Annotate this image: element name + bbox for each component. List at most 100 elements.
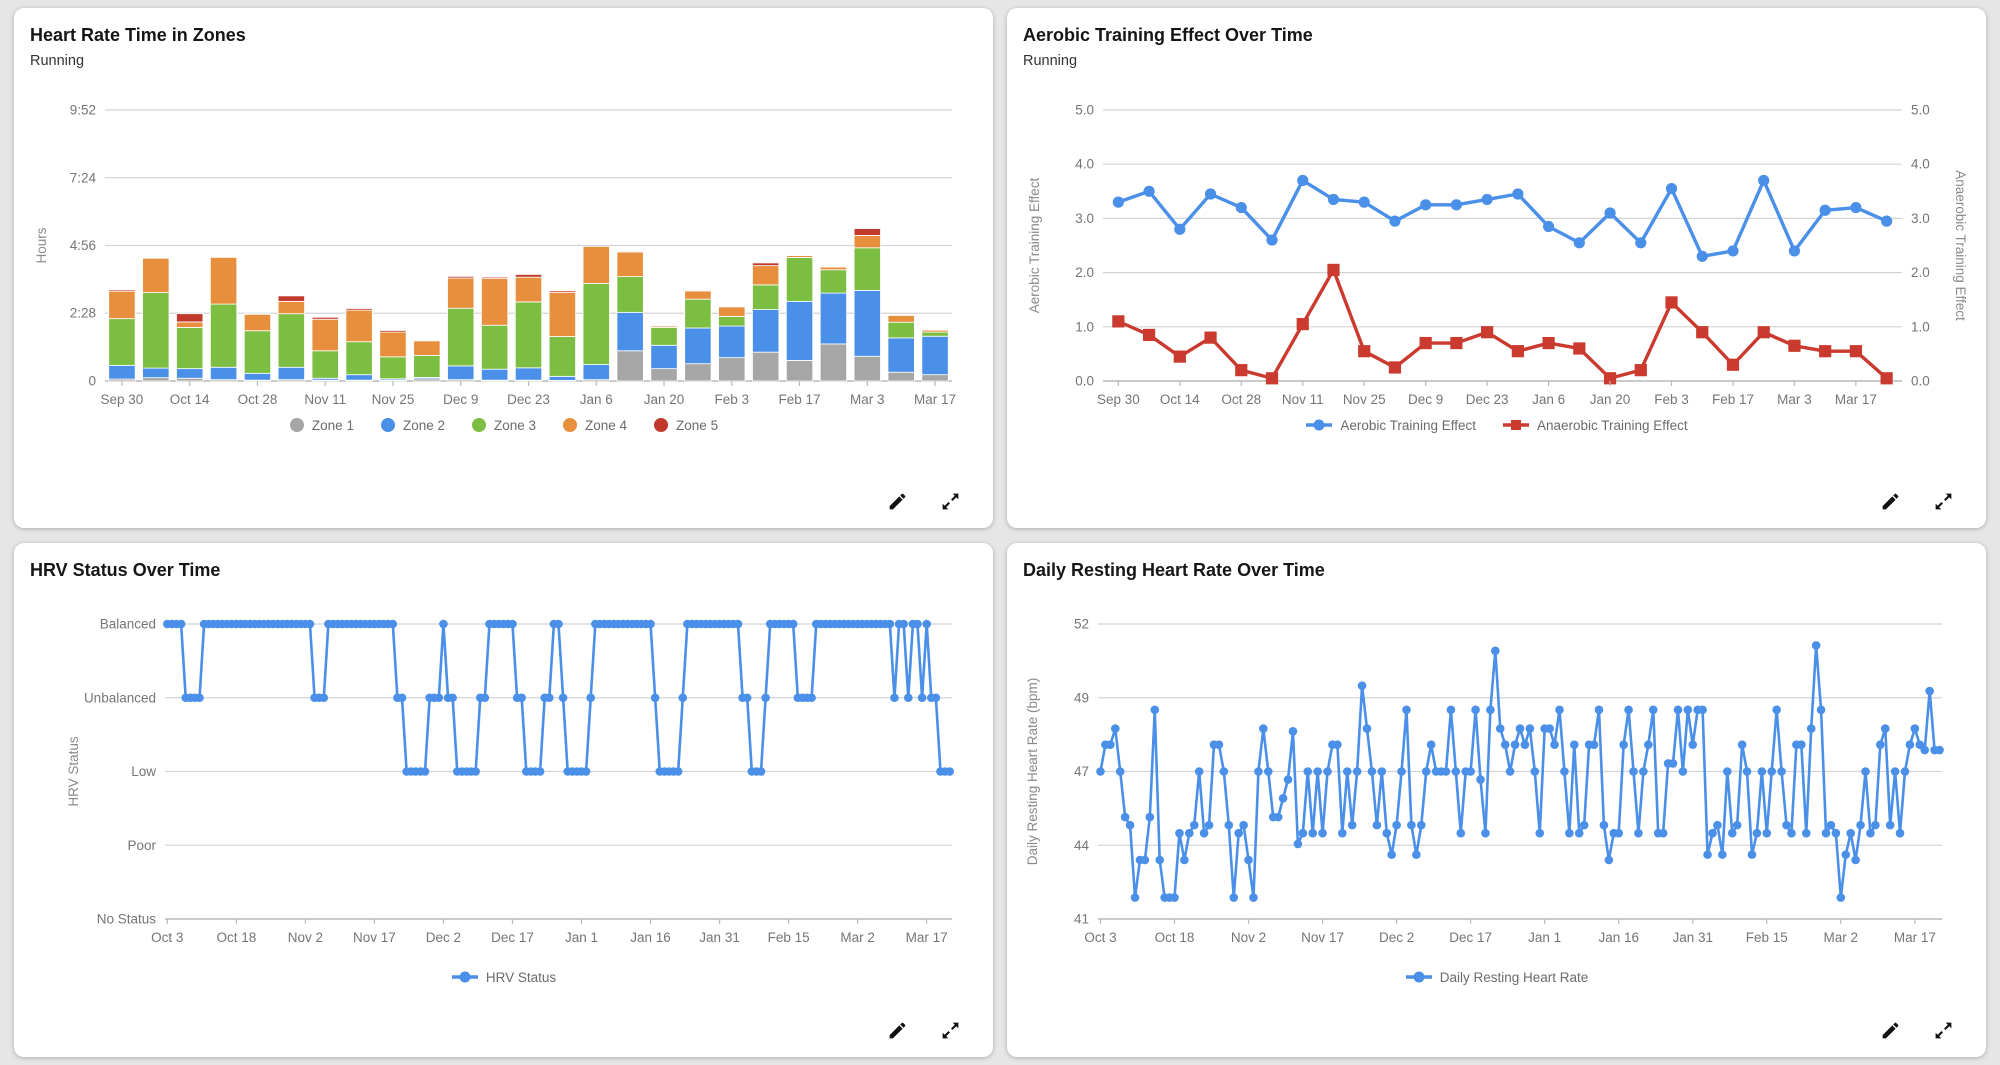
svg-text:Unbalanced: Unbalanced <box>84 690 156 705</box>
legend-item-hrv-status[interactable]: HRV Status <box>451 969 556 985</box>
svg-text:Dec 17: Dec 17 <box>1449 930 1492 945</box>
svg-text:Mar 17: Mar 17 <box>1894 930 1936 945</box>
svg-text:No Status: No Status <box>97 912 157 927</box>
card-hrv-status: HRV Status Over Time No Status Poor Low Unb… <box>14 543 993 1057</box>
chart-title: Aerobic Training Effect Over Time <box>1023 25 1313 45</box>
svg-text:Jan 6: Jan 6 <box>1532 392 1565 407</box>
legend-label: Zone 1 <box>311 417 354 433</box>
svg-text:Feb 15: Feb 15 <box>1746 930 1788 945</box>
svg-text:7:24: 7:24 <box>70 170 97 185</box>
svg-text:Hours: Hours <box>34 227 49 263</box>
expand-arrows-icon[interactable] <box>940 491 961 512</box>
legend-label: Zone 2 <box>402 417 445 433</box>
svg-text:1.0: 1.0 <box>1075 319 1094 334</box>
svg-text:4.0: 4.0 <box>1911 157 1930 172</box>
legend-item-anaerobic-training-effect[interactable]: Anaerobic Training Effect <box>1502 417 1688 433</box>
svg-text:Nov 25: Nov 25 <box>1343 392 1386 407</box>
svg-text:Nov 17: Nov 17 <box>353 930 396 945</box>
card-actions <box>1880 1020 1954 1041</box>
edit-pencil-icon[interactable] <box>1880 491 1901 512</box>
svg-text:Jan 16: Jan 16 <box>630 930 671 945</box>
svg-text:Jan 20: Jan 20 <box>1590 392 1631 407</box>
svg-text:Jan 1: Jan 1 <box>1528 930 1561 945</box>
svg-text:4.0: 4.0 <box>1075 157 1094 172</box>
svg-text:Jan 1: Jan 1 <box>565 930 598 945</box>
svg-text:Nov 11: Nov 11 <box>304 392 346 407</box>
svg-text:Mar 17: Mar 17 <box>906 930 948 945</box>
svg-text:49: 49 <box>1074 690 1089 705</box>
svg-text:Mar 3: Mar 3 <box>1777 392 1812 407</box>
chart-title: Daily Resting Heart Rate Over Time <box>1023 560 1325 580</box>
hrv-legend: HRV Status <box>30 969 977 985</box>
svg-text:2.0: 2.0 <box>1911 265 1930 280</box>
svg-text:1.0: 1.0 <box>1911 319 1930 334</box>
legend-item-zone-3[interactable]: Zone 3 <box>471 417 536 433</box>
legend-item-zone-2[interactable]: Zone 2 <box>380 417 445 433</box>
svg-text:Jan 31: Jan 31 <box>1672 930 1713 945</box>
legend-item-zone-5[interactable]: Zone 5 <box>653 417 718 433</box>
expand-arrows-icon[interactable] <box>940 1020 961 1041</box>
svg-text:Oct 14: Oct 14 <box>1160 392 1200 407</box>
svg-text:Sep 30: Sep 30 <box>101 392 144 407</box>
legend-item-zone-4[interactable]: Zone 4 <box>562 417 627 433</box>
svg-text:Mar 2: Mar 2 <box>1824 930 1859 945</box>
svg-text:Oct 28: Oct 28 <box>1221 392 1261 407</box>
svg-text:0.0: 0.0 <box>1075 374 1094 389</box>
heart-rate-zones-chart: 0 2:28 4:56 7:24 9:52 Sep 30 Oct 14 Oct 28 Nov 1… <box>34 103 956 408</box>
card-actions <box>887 491 961 512</box>
hrv-status-chart: No Status Poor Low Unbalanced Balanced Oct 3 O… <box>66 617 954 945</box>
legend-marker-icon <box>1306 419 1333 431</box>
card-aerobic-training-effect: Aerobic Training Effect Over Time Runnin… <box>1007 8 1986 528</box>
svg-text:0: 0 <box>88 374 96 389</box>
legend-marker-icon <box>380 418 395 432</box>
chart-subtitle: Running <box>1023 53 1078 69</box>
svg-text:Aerobic Training Effect: Aerobic Training Effect <box>1027 177 1042 313</box>
svg-text:Oct 3: Oct 3 <box>1084 930 1116 945</box>
legend-label: Aerobic Training Effect <box>1340 417 1476 433</box>
svg-text:HRV Status: HRV Status <box>66 736 81 807</box>
svg-text:Dec 2: Dec 2 <box>426 930 461 945</box>
edit-pencil-icon[interactable] <box>887 491 908 512</box>
svg-text:5.0: 5.0 <box>1911 103 1930 118</box>
svg-text:Low: Low <box>131 764 156 779</box>
svg-text:Jan 20: Jan 20 <box>644 392 685 407</box>
legend-marker-icon <box>654 418 669 432</box>
legend-item-zone-1[interactable]: Zone 1 <box>289 417 354 433</box>
svg-text:Dec 2: Dec 2 <box>1379 930 1414 945</box>
legend-label: Daily Resting Heart Rate <box>1439 969 1589 985</box>
edit-pencil-icon[interactable] <box>1880 1020 1901 1041</box>
svg-text:52: 52 <box>1074 617 1089 632</box>
legend-label: Zone 4 <box>585 417 628 433</box>
svg-text:Oct 14: Oct 14 <box>170 392 210 407</box>
svg-text:Nov 11: Nov 11 <box>1282 392 1324 407</box>
training-effect-chart: 0.0 0.0 1.0 1.0 2.0 2.0 3.0 3.0 4.0 4.0 5.0 5.0 Sep … <box>1027 103 1968 408</box>
legend-item-aerobic-training-effect[interactable]: Aerobic Training Effect <box>1305 417 1476 433</box>
svg-text:Nov 2: Nov 2 <box>288 930 323 945</box>
svg-text:Mar 17: Mar 17 <box>1835 392 1877 407</box>
resting-heart-rate-chart: 41 44 47 49 52 Oct 3 Oct 18 Nov 2 Nov 17 Dec 2 Dec… <box>1025 617 1944 945</box>
card-actions <box>887 1020 961 1041</box>
edit-pencil-icon[interactable] <box>887 1020 908 1041</box>
svg-text:Nov 25: Nov 25 <box>372 392 415 407</box>
svg-text:Feb 3: Feb 3 <box>715 392 750 407</box>
svg-text:Dec 9: Dec 9 <box>443 392 478 407</box>
svg-text:Dec 23: Dec 23 <box>1466 392 1509 407</box>
svg-text:Poor: Poor <box>127 838 156 853</box>
legend-marker-icon <box>1502 420 1529 430</box>
card-actions <box>1880 491 1954 512</box>
zones-legend: Zone 1 Zone 2 Zone 3 Zone 4 Zone 5 <box>30 417 977 433</box>
svg-text:Mar 2: Mar 2 <box>840 930 875 945</box>
svg-text:Oct 18: Oct 18 <box>1155 930 1195 945</box>
chart-subtitle: Running <box>30 53 85 69</box>
expand-arrows-icon[interactable] <box>1933 1020 1954 1041</box>
legend-label: Anaerobic Training Effect <box>1536 417 1688 433</box>
svg-text:Mar 17: Mar 17 <box>914 392 956 407</box>
legend-item-daily-resting-heart-rate[interactable]: Daily Resting Heart Rate <box>1405 969 1589 985</box>
svg-text:Balanced: Balanced <box>100 617 156 632</box>
svg-text:0.0: 0.0 <box>1911 374 1930 389</box>
expand-arrows-icon[interactable] <box>1933 491 1954 512</box>
svg-text:9:52: 9:52 <box>70 103 96 118</box>
svg-text:Oct 18: Oct 18 <box>216 930 256 945</box>
svg-text:Feb 17: Feb 17 <box>1712 392 1754 407</box>
